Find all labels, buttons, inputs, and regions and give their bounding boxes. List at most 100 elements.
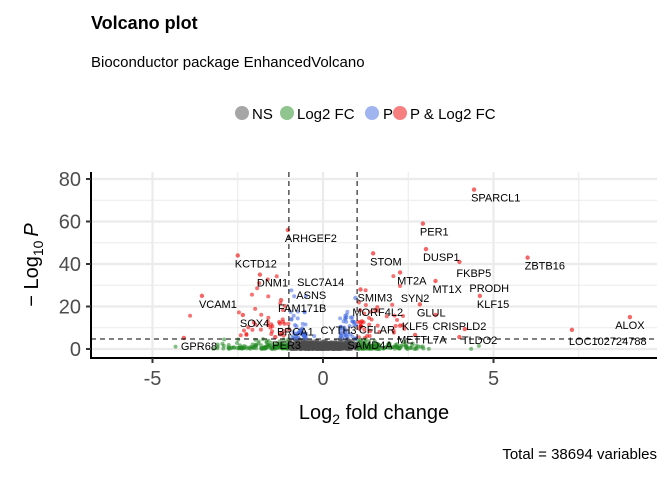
gene-label: CRISPLD2 — [433, 321, 487, 333]
x-axis-title: Log2 fold change — [299, 402, 449, 427]
data-point — [244, 332, 249, 337]
data-point — [250, 342, 255, 347]
data-point — [358, 324, 363, 329]
data-point — [476, 343, 481, 348]
gene-label: PER1 — [420, 227, 449, 239]
data-point — [292, 323, 297, 328]
labeled-point — [297, 342, 303, 347]
labeled-point — [199, 293, 205, 299]
data-point — [266, 315, 271, 320]
data-point — [402, 326, 407, 331]
legend-label: P & Log2 FC — [410, 106, 496, 123]
data-point — [258, 327, 263, 332]
data-point — [291, 330, 296, 335]
labeled-point — [370, 251, 376, 256]
data-point — [270, 343, 275, 348]
data-point — [398, 283, 403, 288]
data-point — [330, 345, 335, 350]
labeled-point — [525, 255, 530, 260]
labeled-point — [240, 312, 246, 318]
data-point — [263, 345, 268, 350]
data-point — [280, 317, 285, 322]
data-point — [308, 342, 313, 347]
data-point — [338, 346, 343, 351]
legend-marker-2 — [365, 106, 379, 120]
data-point — [281, 343, 286, 348]
data-point — [269, 331, 274, 336]
data-point — [288, 310, 293, 315]
data-point — [331, 341, 336, 346]
data-point — [408, 345, 413, 350]
data-point — [256, 339, 261, 344]
labeled-point — [397, 270, 403, 275]
labeled-point — [433, 312, 438, 318]
data-point — [366, 342, 371, 347]
gene-label: CYTH3 — [320, 325, 356, 337]
data-point — [268, 325, 273, 330]
data-point — [372, 342, 377, 347]
data-point — [295, 309, 300, 314]
data-point — [236, 310, 241, 315]
x-tick-label: -5 — [144, 368, 162, 390]
data-point — [297, 345, 302, 350]
data-point — [363, 288, 368, 293]
legend-marker-3 — [393, 106, 407, 120]
data-point — [264, 339, 269, 344]
data-point — [282, 303, 287, 308]
data-point — [259, 343, 264, 348]
data-point — [289, 288, 294, 293]
labeled-point — [423, 246, 429, 252]
data-point — [282, 321, 287, 326]
data-point — [372, 339, 377, 344]
data-point — [300, 321, 305, 326]
gene-label: FKBP5 — [456, 268, 491, 280]
data-point — [259, 312, 264, 317]
data-point — [253, 306, 258, 311]
data-point — [317, 341, 322, 346]
data-point — [338, 337, 343, 342]
data-point — [368, 309, 373, 314]
data-point — [350, 334, 355, 339]
data-point — [344, 346, 349, 351]
data-point — [338, 327, 343, 332]
data-point — [359, 344, 364, 349]
data-point — [377, 329, 382, 334]
data-point — [314, 345, 319, 350]
data-point — [249, 292, 254, 297]
data-point — [358, 308, 363, 313]
data-point — [345, 334, 350, 339]
data-point — [281, 333, 286, 338]
legend-marker-1 — [280, 106, 294, 120]
data-point — [286, 321, 291, 326]
gene-label: KLF15 — [477, 299, 509, 311]
data-point — [373, 307, 378, 312]
legend: NS Log2 FC P P & Log2 FC — [235, 106, 496, 123]
cutoff-lines — [91, 172, 657, 358]
gene-label: MT1X — [433, 284, 463, 296]
labeled-point — [353, 295, 358, 301]
data-point — [345, 309, 350, 314]
gene-label: DNM1 — [257, 278, 288, 290]
y-tick-label: 60 — [59, 212, 81, 234]
data-point — [259, 346, 264, 351]
data-point — [362, 311, 367, 316]
gene-label: BRCA1 — [277, 327, 314, 339]
chart-subtitle: Bioconductor package EnhancedVolcano — [91, 54, 365, 71]
labeled-point — [417, 302, 423, 307]
data-point — [266, 323, 271, 328]
data-point — [227, 346, 232, 351]
data-point — [395, 345, 400, 350]
data-point — [295, 331, 300, 336]
data-point — [291, 313, 296, 318]
labeled-point — [412, 332, 418, 338]
gene-label: SLC7A14 — [297, 277, 344, 289]
data-point — [342, 343, 347, 348]
data-point — [363, 303, 368, 308]
gene-labels: SPARCL1 PER1 ARHGEF2 DUSP1 ZBTB16 STOM KCTD12 F… — [181, 193, 647, 353]
data-point — [323, 345, 328, 350]
data-point — [302, 310, 307, 315]
labeled-point — [420, 221, 426, 226]
data-point — [338, 316, 343, 321]
data-point — [376, 346, 381, 351]
data-point — [333, 338, 338, 343]
